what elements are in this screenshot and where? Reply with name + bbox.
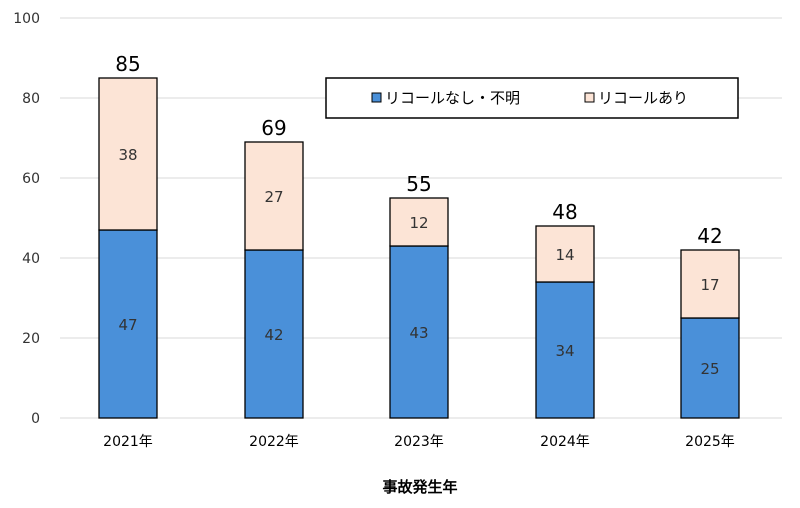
legend-box [325, 77, 739, 119]
y-tick-label: 0 [31, 411, 40, 427]
data-label: 34 [555, 342, 574, 360]
x-tick-label: 2024年 [540, 434, 590, 450]
bar-segment-recall [389, 197, 449, 247]
data-label: 27 [264, 188, 283, 206]
bar-segment-recall [535, 225, 595, 283]
data-label: 25 [700, 360, 719, 378]
bar-segment-no-recall [389, 245, 449, 419]
y-tick-label: 80 [22, 91, 40, 107]
total-label: 42 [697, 224, 722, 248]
bar-segment-no-recall [244, 249, 304, 419]
bar-segment-recall [680, 249, 740, 319]
data-label: 38 [118, 146, 137, 164]
bar-segment-no-recall [98, 229, 158, 419]
data-label: 17 [700, 276, 719, 294]
total-label: 85 [115, 52, 140, 76]
legend: リコールなし・不明 リコールあり [325, 77, 739, 119]
data-label: 47 [118, 316, 137, 334]
x-tick-label: 2023年 [394, 434, 444, 450]
y-tick-label: 60 [22, 171, 40, 187]
y-tick-label: 20 [22, 331, 40, 347]
bar-segment-recall [98, 77, 158, 231]
bar-segment-recall [244, 141, 304, 251]
y-tick-label: 40 [22, 251, 40, 267]
x-tick-label: 2021年 [103, 434, 153, 450]
bar-segment-no-recall [535, 281, 595, 419]
legend-swatch-1 [584, 92, 595, 103]
x-tick-label: 2022年 [249, 434, 299, 450]
x-axis-title: 事故発生年 [382, 478, 457, 496]
total-label: 55 [406, 172, 431, 196]
legend-label-0: リコールなし・不明 [385, 89, 520, 107]
legend-swatch-0 [371, 92, 382, 103]
total-label: 69 [261, 116, 286, 140]
data-label: 42 [264, 326, 283, 344]
total-label: 48 [552, 200, 577, 224]
data-label: 43 [409, 324, 428, 342]
x-tick-label: 2025年 [685, 434, 735, 450]
legend-label-1: リコールあり [598, 89, 688, 107]
bar-segment-no-recall [680, 317, 740, 419]
data-label: 12 [409, 214, 428, 232]
data-label: 14 [555, 246, 574, 264]
y-tick-label: 100 [13, 11, 40, 27]
